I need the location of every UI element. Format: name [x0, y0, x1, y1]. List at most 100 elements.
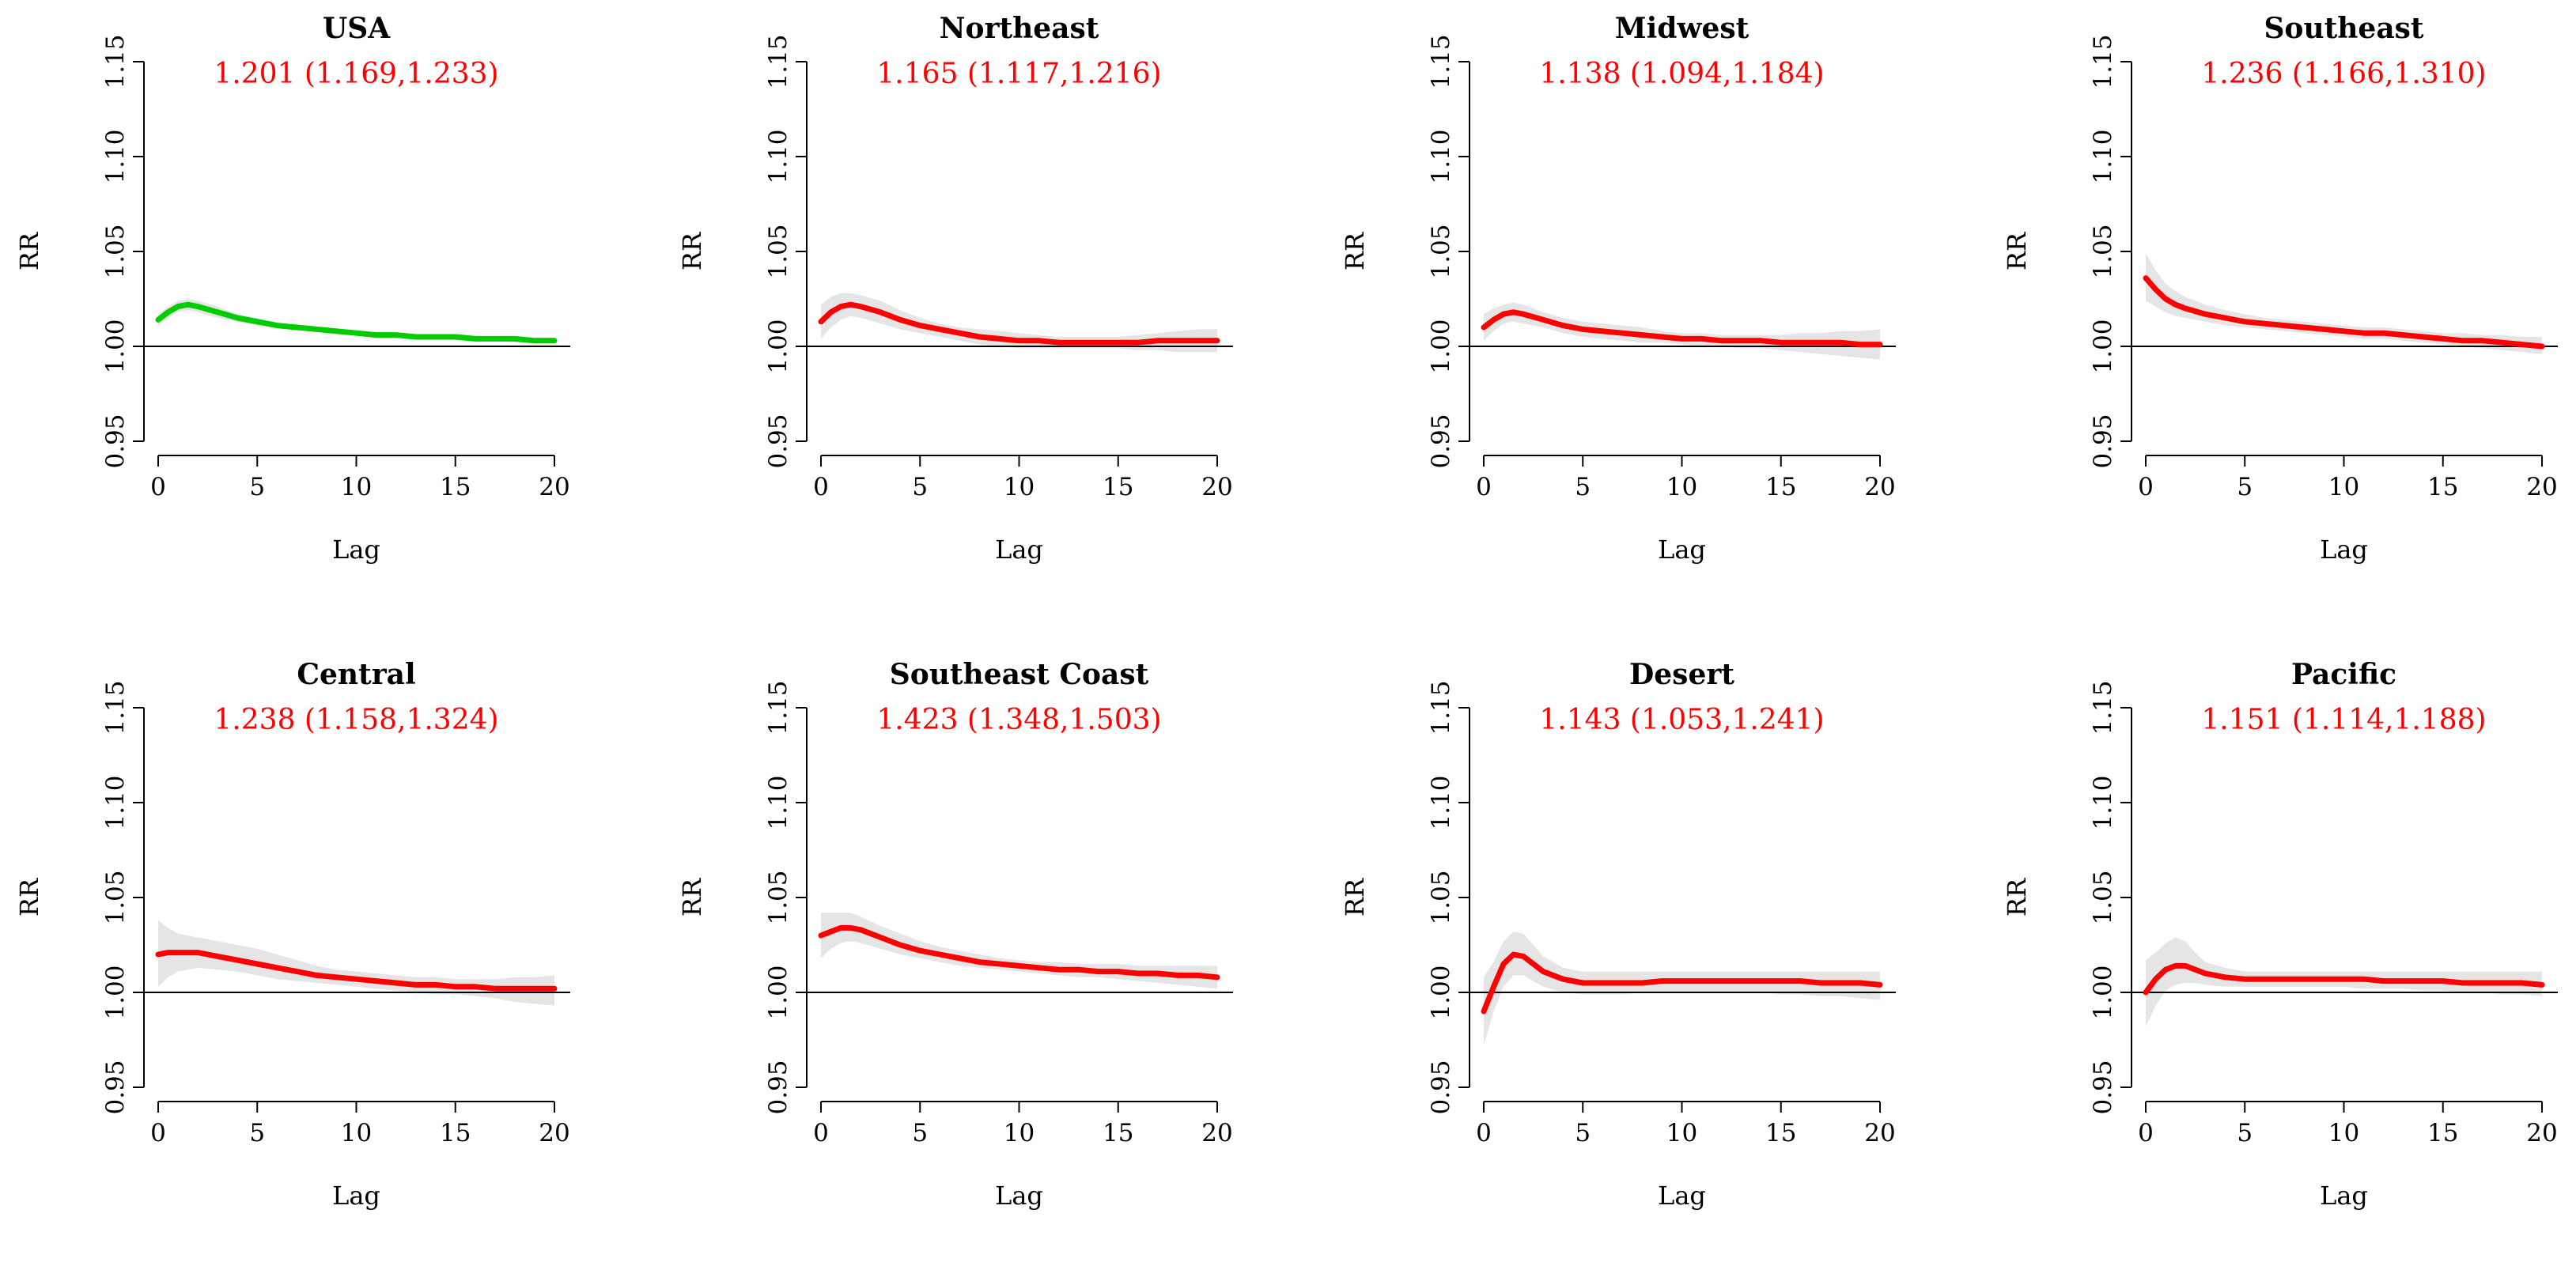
y-tick-label: 1.05: [2089, 870, 2117, 924]
x-tick-label: 20: [539, 1119, 569, 1147]
x-tick-label: 20: [1201, 1119, 1232, 1147]
x-tick-label: 15: [1765, 1119, 1796, 1147]
x-tick-label: 5: [912, 473, 928, 501]
rr-curve: [2143, 962, 2545, 996]
y-tick-label: 1.10: [101, 129, 130, 183]
x-tick-label: 15: [1765, 473, 1796, 501]
y-tick-label: 1.05: [1427, 224, 1455, 278]
y-tick-label: 1.10: [2089, 775, 2117, 830]
x-axis-label: Lag: [1658, 535, 1706, 565]
y-tick-label: 1.10: [1427, 775, 1455, 830]
x-tick-label: 5: [1575, 473, 1591, 501]
x-tick-label: 15: [440, 473, 471, 501]
rr-annotation: 1.201 (1.169,1.233): [214, 58, 498, 90]
panel-southeast: Southeast 1.236 (1.166,1.310) 0.95 1.00 1.05…: [2002, 12, 2558, 565]
y-tick-label: 1.00: [764, 319, 792, 373]
y-tick-label: 0.95: [1427, 1060, 1455, 1114]
x-tick-label: 0: [2138, 473, 2154, 501]
x-tick-label: 10: [1004, 1119, 1035, 1147]
y-tick-label: 1.15: [764, 680, 792, 735]
x-tick-label: 0: [1476, 473, 1492, 501]
rr-annotation: 1.165 (1.117,1.216): [876, 58, 1161, 90]
rr-curve: [155, 301, 558, 344]
confidence-band: [1484, 932, 1880, 1046]
y-tick-label: 1.10: [764, 129, 792, 183]
panel-northeast: Northeast 1.165 (1.117,1.216) 0.95 1.00 1.05…: [677, 12, 1233, 565]
panel-title: USA: [323, 12, 391, 45]
x-tick-label: 10: [341, 473, 372, 501]
y-axis-label: RR: [677, 232, 707, 270]
y-tick-label: 0.95: [2089, 414, 2117, 468]
x-tick-label: 0: [2138, 1119, 2154, 1147]
y-tick-label: 1.00: [764, 965, 792, 1019]
y-axis-label: RR: [2002, 232, 2032, 270]
x-tick-label: 15: [1103, 473, 1133, 501]
rr-curve: [818, 924, 1220, 981]
y-tick-label: 1.10: [764, 775, 792, 830]
panel-usa: USA 1.201 (1.169,1.233) 0.95 1.00 1.05 1.10 1.…: [14, 12, 570, 565]
x-tick-label: 10: [341, 1119, 372, 1147]
y-tick-label: 1.10: [1427, 129, 1455, 183]
panel-title: Central: [297, 658, 415, 691]
panel-title: Northeast: [940, 12, 1099, 45]
x-tick-label: 5: [1575, 1119, 1591, 1147]
y-tick-label: 1.10: [2089, 129, 2117, 183]
x-tick-label: 10: [2328, 1119, 2359, 1147]
y-tick-label: 1.15: [1427, 680, 1455, 735]
y-tick-label: 0.95: [764, 1060, 792, 1114]
panel-desert: Desert 1.143 (1.053,1.241) 0.95 1.00 1.05 1.1…: [1340, 658, 1896, 1211]
y-tick-label: 1.00: [1427, 965, 1455, 1019]
y-axis-label: RR: [1340, 878, 1370, 916]
x-tick-label: 0: [813, 473, 829, 501]
rr-annotation: 1.423 (1.348,1.503): [876, 704, 1161, 736]
x-tick-label: 15: [1103, 1119, 1133, 1147]
y-tick-label: 1.00: [2089, 319, 2117, 373]
x-tick-label: 20: [539, 473, 569, 501]
panel-southeast-coast: Southeast Coast 1.423 (1.348,1.503) 0.95 1.…: [677, 658, 1233, 1211]
y-tick-label: 1.00: [101, 319, 130, 373]
panel-title: Midwest: [1615, 12, 1749, 45]
y-tick-label: 1.10: [101, 775, 130, 830]
x-axis-label: Lag: [332, 1181, 380, 1211]
x-tick-label: 10: [1666, 1119, 1697, 1147]
x-axis-label: Lag: [995, 1181, 1043, 1211]
y-tick-label: 1.05: [101, 224, 130, 278]
y-tick-label: 1.05: [101, 870, 130, 924]
rr-curve: [155, 950, 558, 992]
rr-curve: [1481, 309, 1883, 348]
y-tick-label: 1.00: [1427, 319, 1455, 373]
y-tick-label: 1.15: [2089, 680, 2117, 735]
x-tick-label: 5: [2237, 1119, 2253, 1147]
rr-curve: [818, 301, 1220, 346]
x-tick-label: 20: [1864, 473, 1895, 501]
x-tick-label: 5: [2237, 473, 2253, 501]
x-tick-label: 5: [249, 473, 265, 501]
x-tick-label: 5: [249, 1119, 265, 1147]
y-axis-label: RR: [1340, 232, 1370, 270]
y-tick-label: 1.00: [101, 965, 130, 1019]
rr-annotation: 1.151 (1.114,1.188): [2201, 704, 2486, 736]
confidence-band: [1484, 302, 1880, 360]
rr-annotation: 1.238 (1.158,1.324): [214, 704, 498, 736]
confidence-band: [821, 293, 1217, 353]
x-axis-label: Lag: [995, 535, 1043, 565]
confidence-band: [821, 913, 1217, 989]
x-tick-label: 5: [912, 1119, 928, 1147]
y-tick-label: 0.95: [101, 1060, 130, 1114]
y-tick-label: 1.15: [764, 34, 792, 89]
y-axis-label: RR: [677, 878, 707, 916]
y-tick-label: 1.15: [1427, 34, 1455, 89]
y-tick-label: 0.95: [764, 414, 792, 468]
y-tick-label: 1.15: [2089, 34, 2117, 89]
x-tick-label: 15: [2427, 473, 2458, 501]
y-axis-label: RR: [2002, 878, 2032, 916]
x-tick-label: 0: [813, 1119, 829, 1147]
panel-midwest: Midwest 1.138 (1.094,1.184) 0.95 1.00 1.05 1.…: [1340, 12, 1896, 565]
x-tick-label: 15: [440, 1119, 471, 1147]
rr-annotation: 1.143 (1.053,1.241): [1539, 704, 1824, 736]
rr-curve: [1481, 951, 1883, 1015]
panel-title: Southeast Coast: [890, 658, 1149, 691]
panel-title: Desert: [1629, 658, 1734, 691]
